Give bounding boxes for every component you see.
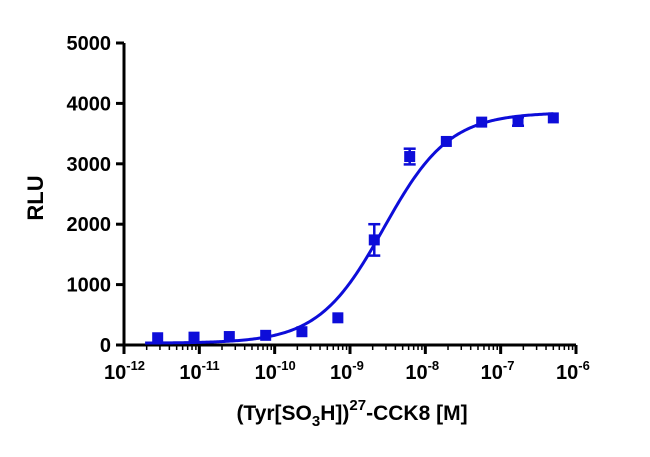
y-axis-title: RLU xyxy=(23,175,48,220)
y-tick-label: 4000 xyxy=(67,93,112,115)
x-tick-label: 10-12 xyxy=(104,358,145,384)
y-tick-label: 0 xyxy=(100,335,111,357)
x-axis-title-prefix: (Tyr[SO xyxy=(236,402,311,425)
data-point xyxy=(332,312,344,324)
x-axis-title-superscript: 27 xyxy=(349,397,366,414)
data-point xyxy=(404,151,416,163)
data-point xyxy=(223,331,235,343)
data-point xyxy=(547,112,559,124)
x-axis-title-mid: H]) xyxy=(320,402,349,425)
data-point xyxy=(152,332,164,344)
y-tick-label: 2000 xyxy=(67,214,112,236)
data-point xyxy=(368,234,380,246)
data-point xyxy=(512,116,524,128)
x-tick-label: 10-8 xyxy=(405,358,439,384)
x-tick-label: 10-11 xyxy=(179,358,219,384)
x-axis-title: (Tyr[SO3H])27-CCK8 [M] xyxy=(236,397,467,430)
data-points xyxy=(152,112,559,344)
y-axis: 0 1000 2000 3000 4000 5000 xyxy=(67,33,126,357)
y-tick-label: 1000 xyxy=(67,275,112,297)
data-point xyxy=(440,135,452,147)
data-point xyxy=(260,329,272,341)
x-axis-title-suffix: -CCK8 [M] xyxy=(366,402,467,425)
x-tick-label: 10-10 xyxy=(255,358,296,384)
x-tick-label: 10-9 xyxy=(330,358,364,384)
data-point xyxy=(188,331,200,343)
x-axis: 10-12 10-11 10-10 10-9 10-8 10-7 10-6 xyxy=(104,343,590,384)
fit-curve xyxy=(145,112,554,345)
x-axis-title-subscript: 3 xyxy=(312,413,320,430)
data-point xyxy=(296,326,308,338)
y-tick-label: 5000 xyxy=(67,33,112,55)
data-point xyxy=(476,116,488,128)
x-tick-label: 10-7 xyxy=(481,358,515,384)
x-tick-label: 10-6 xyxy=(556,358,590,384)
y-tick-label: 3000 xyxy=(67,154,112,176)
